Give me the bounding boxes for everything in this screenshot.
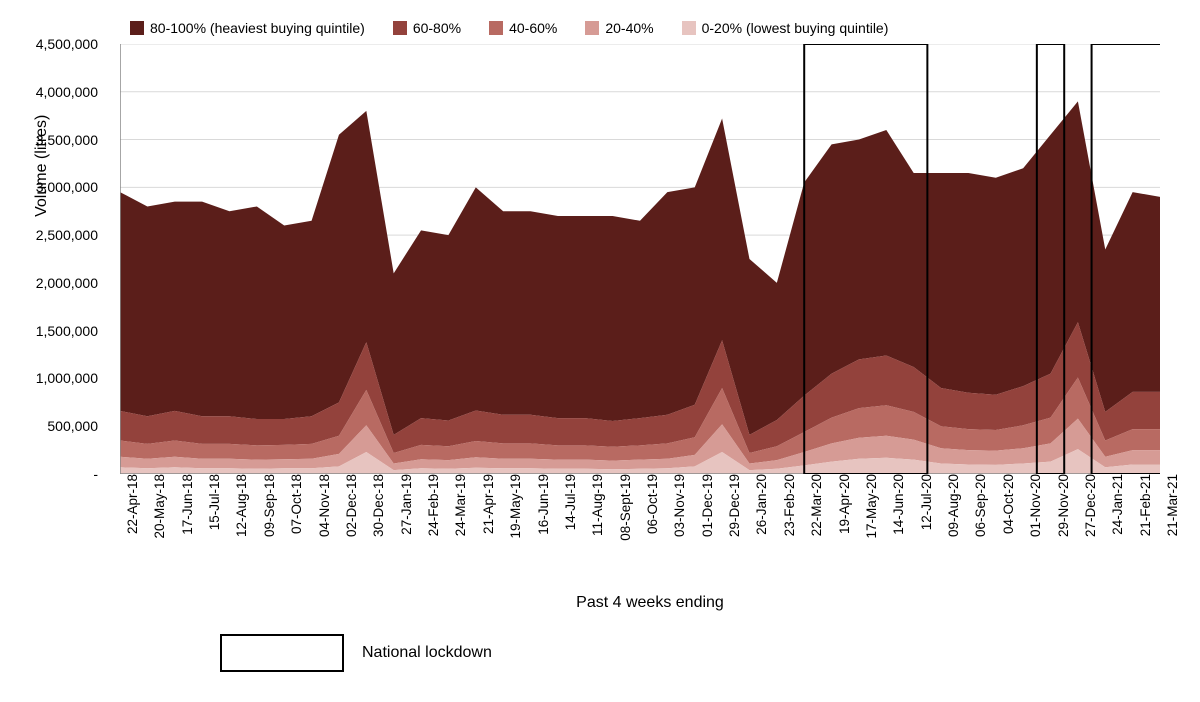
x-tick-label: 03-Nov-19 [672, 474, 687, 537]
lockdown-legend-label: National lockdown [362, 644, 492, 662]
plot-area: Volume (litres) -500,0001,000,0001,500,0… [120, 44, 1160, 474]
x-tick-label: 14-Jul-19 [563, 474, 578, 530]
x-tick-label: 01-Dec-19 [700, 474, 715, 537]
x-tick-label: 24-Feb-19 [426, 474, 441, 536]
legend-item: 0-20% (lowest buying quintile) [682, 20, 889, 36]
y-tick-label: 2,000,000 [36, 275, 98, 291]
x-tick-label: 19-Apr-20 [837, 474, 852, 534]
x-tick-label: 30-Dec-18 [371, 474, 386, 537]
x-tick-label: 07-Oct-18 [289, 474, 304, 534]
y-tick-label: 1,000,000 [36, 370, 98, 386]
legend-swatch [393, 21, 407, 35]
x-tick-label: 06-Oct-19 [645, 474, 660, 534]
x-tick-label: 24-Jan-21 [1110, 474, 1125, 535]
legend-item: 40-60% [489, 20, 557, 36]
y-tick-label: 3,000,000 [36, 179, 98, 195]
x-tick-label: 08-Sept-19 [618, 474, 633, 541]
y-axis-title: Volume (litres) [33, 115, 51, 217]
legend-swatch [585, 21, 599, 35]
x-tick-label: 19-May-19 [508, 474, 523, 539]
x-tick-label: 20-May-18 [152, 474, 167, 539]
x-tick-label: 14-Jun-20 [891, 474, 906, 535]
lockdown-legend-box [220, 634, 344, 672]
x-tick-label: 17-Jun-18 [180, 474, 195, 535]
legend-item: 60-80% [393, 20, 461, 36]
legend-label: 40-60% [509, 20, 557, 36]
legend-top: 80-100% (heaviest buying quintile) 60-80%… [130, 20, 1180, 36]
stacked-area-chart [120, 44, 1160, 474]
y-tick-label: 4,000,000 [36, 84, 98, 100]
x-tick-label: 27-Jan-19 [399, 474, 414, 535]
x-tick-label: 29-Dec-19 [727, 474, 742, 537]
x-tick-label: 27-Dec-20 [1083, 474, 1098, 537]
legend-label: 0-20% (lowest buying quintile) [702, 20, 889, 36]
x-tick-label: 04-Nov-18 [317, 474, 332, 537]
x-tick-label: 24-Mar-19 [453, 474, 468, 536]
y-tick-label: 3,500,000 [36, 132, 98, 148]
legend-label: 60-80% [413, 20, 461, 36]
x-tick-label: 21-Apr-19 [481, 474, 496, 534]
x-tick-label: 11-Aug-19 [590, 474, 605, 536]
x-tick-label: 21-Feb-21 [1138, 474, 1153, 536]
x-tick-label: 21-Mar-21 [1165, 474, 1180, 536]
x-axis-title: Past 4 weeks ending [120, 594, 1180, 612]
x-tick-label: 02-Dec-18 [344, 474, 359, 537]
chart-container: 80-100% (heaviest buying quintile) 60-80%… [20, 20, 1180, 682]
legend-item: 80-100% (heaviest buying quintile) [130, 20, 365, 36]
y-tick-label: - [93, 466, 98, 482]
y-tick-label: 1,500,000 [36, 323, 98, 339]
x-tick-label: 15-Jul-18 [207, 474, 222, 530]
x-tick-label: 22-Mar-20 [809, 474, 824, 536]
area-q5 [120, 101, 1160, 434]
x-tick-label: 09-Aug-20 [946, 474, 961, 537]
x-tick-label: 16-Jun-19 [536, 474, 551, 535]
x-tick-label: 22-Apr-18 [125, 474, 140, 534]
x-tick-label: 26-Jan-20 [754, 474, 769, 535]
legend-label: 80-100% (heaviest buying quintile) [150, 20, 365, 36]
x-tick-label: 06-Sep-20 [973, 474, 988, 537]
x-tick-label: 17-May-20 [864, 474, 879, 539]
x-tick-label: 29-Nov-20 [1056, 474, 1071, 537]
legend-swatch [489, 21, 503, 35]
x-tick-label: 12-Aug-18 [234, 474, 249, 537]
legend-label: 20-40% [605, 20, 653, 36]
y-tick-label: 2,500,000 [36, 227, 98, 243]
x-tick-label: 09-Sep-18 [262, 474, 277, 537]
x-tick-label: 12-Jul-20 [919, 474, 934, 530]
y-tick-label: 4,500,000 [36, 36, 98, 52]
legend-swatch [130, 21, 144, 35]
y-tick-label: 500,000 [47, 418, 98, 434]
x-tick-label: 04-Oct-20 [1001, 474, 1016, 534]
x-tick-label: 01-Nov-20 [1028, 474, 1043, 537]
legend-swatch [682, 21, 696, 35]
x-tick-label: 23-Feb-20 [782, 474, 797, 536]
lockdown-legend: National lockdown [220, 634, 1180, 672]
legend-item: 20-40% [585, 20, 653, 36]
